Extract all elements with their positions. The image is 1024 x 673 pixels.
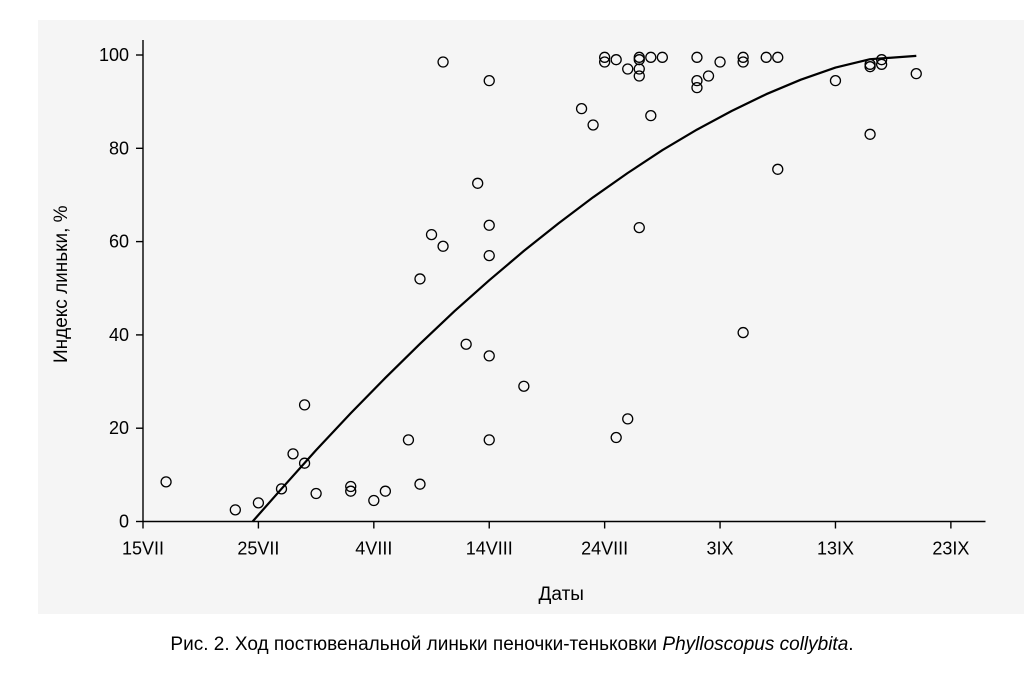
data-point <box>610 431 622 444</box>
data-point <box>437 56 449 68</box>
data-point <box>425 228 438 241</box>
data-point <box>633 54 645 66</box>
data-point <box>864 58 876 70</box>
data-point <box>483 219 495 231</box>
x-axis-title: Даты <box>539 584 584 605</box>
data-point <box>633 51 645 63</box>
data-point <box>575 102 588 115</box>
data-point <box>610 54 622 66</box>
fitted-curve-line <box>251 54 917 523</box>
data-point <box>368 494 380 507</box>
caption-prefix: Рис. 2. Ход постювенальной линьки пеночк… <box>170 634 663 655</box>
data-point <box>345 485 357 497</box>
data-point <box>287 448 299 460</box>
data-point <box>298 399 311 411</box>
y-tick-label: 80 <box>109 138 129 158</box>
x-tick-label: 15VII <box>122 539 164 559</box>
data-point <box>737 326 749 339</box>
y-tick-label: 0 <box>119 512 129 532</box>
data-point <box>829 75 842 87</box>
data-point <box>714 56 726 68</box>
data-point <box>460 338 472 350</box>
caption-suffix: . <box>848 634 854 655</box>
y-tick-label: 100 <box>99 45 129 65</box>
data-point <box>875 54 888 66</box>
data-point <box>402 434 415 446</box>
data-point <box>645 51 657 63</box>
y-tick-label: 20 <box>109 418 129 438</box>
data-point <box>772 163 784 175</box>
data-point <box>875 58 888 70</box>
data-point <box>414 478 426 490</box>
caption-species: Phylloscopus collybita <box>662 634 849 655</box>
data-point <box>518 380 530 392</box>
data-point <box>622 413 634 425</box>
data-point <box>587 119 599 131</box>
data-point <box>691 75 703 87</box>
y-tick-label: 40 <box>109 325 129 345</box>
data-point <box>633 70 645 82</box>
data-point <box>483 249 495 262</box>
data-point <box>737 51 749 63</box>
data-point <box>437 240 449 252</box>
data-point <box>864 61 876 73</box>
y-tick-label: 60 <box>109 232 129 252</box>
x-tick-label: 13IX <box>817 539 854 559</box>
data-point <box>379 485 392 497</box>
data-point <box>622 63 634 75</box>
data-point <box>691 51 703 63</box>
data-point <box>310 487 322 500</box>
data-point <box>760 51 772 63</box>
data-point <box>737 56 749 68</box>
data-point <box>910 68 922 80</box>
x-tick-label: 23IX <box>932 539 969 559</box>
data-point <box>702 70 715 82</box>
data-point <box>345 480 357 493</box>
data-point <box>633 221 645 234</box>
x-tick-label: 3IX <box>707 539 734 559</box>
x-tick-label: 24VIII <box>581 539 628 559</box>
data-point <box>160 476 172 488</box>
data-point <box>483 350 495 362</box>
data-point <box>483 434 495 446</box>
data-point <box>598 51 611 63</box>
data-point <box>864 128 876 140</box>
figure-caption: Рис. 2. Ход постювенальной линьки пеночк… <box>0 634 1024 656</box>
x-tick-label: 4VIII <box>355 539 392 559</box>
data-point <box>275 483 288 495</box>
data-point <box>483 75 495 87</box>
data-point <box>598 56 611 68</box>
data-point <box>472 177 484 189</box>
data-point <box>633 63 645 75</box>
plot-panel <box>38 20 1024 614</box>
data-point <box>645 109 657 122</box>
data-point <box>772 51 784 63</box>
data-point <box>252 497 265 509</box>
x-tick-label: 14VIII <box>466 539 513 559</box>
data-point <box>298 457 311 469</box>
x-tick-label: 25VII <box>237 539 279 559</box>
data-point <box>414 273 426 285</box>
y-axis-title: Индекс линьки, % <box>51 205 72 363</box>
data-point <box>691 82 703 94</box>
data-point <box>656 51 668 63</box>
data-point <box>229 504 241 516</box>
